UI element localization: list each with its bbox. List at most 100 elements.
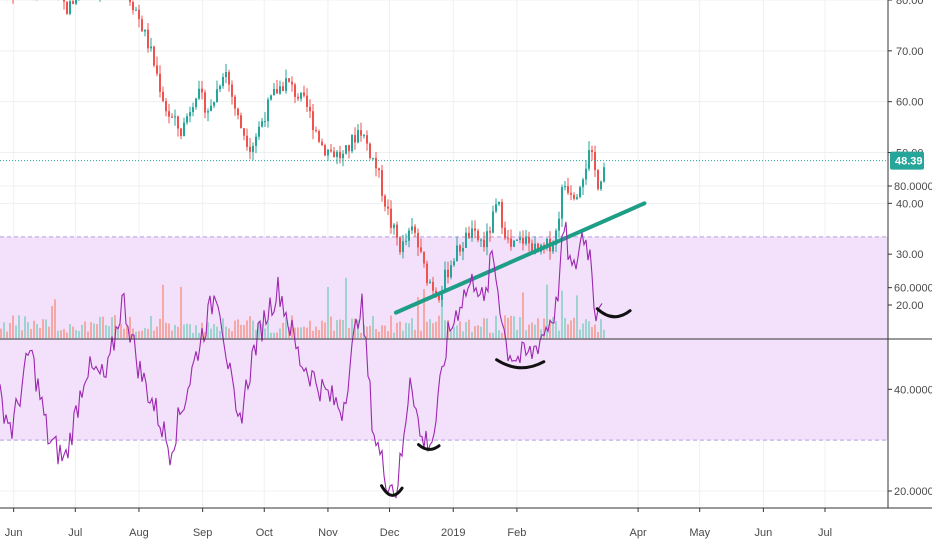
- candle-body: [597, 170, 599, 190]
- volume-bar: [285, 317, 287, 338]
- volume-bar: [282, 322, 284, 338]
- volume-bar: [117, 329, 119, 338]
- candle-body: [603, 167, 605, 182]
- candle-body: [504, 227, 506, 239]
- candle-body: [381, 170, 383, 196]
- volume-bar: [198, 332, 200, 338]
- candle-body: [459, 245, 461, 252]
- volume-bar: [195, 325, 197, 338]
- volume-bar: [51, 306, 53, 338]
- volume-bar: [486, 318, 488, 338]
- volume-bar: [570, 320, 572, 338]
- volume-bar: [516, 329, 518, 338]
- volume-bar: [345, 277, 347, 338]
- volume-bar: [462, 331, 464, 338]
- volume-bar: [576, 295, 578, 338]
- candle-body: [411, 226, 413, 231]
- candle-body: [432, 281, 434, 291]
- volume-bar: [33, 320, 35, 338]
- candle-body: [531, 243, 533, 254]
- candle-body: [168, 111, 170, 117]
- candle-body: [231, 84, 233, 97]
- candle-body: [576, 197, 578, 199]
- volume-bar: [210, 328, 212, 338]
- volume-bar: [165, 322, 167, 338]
- trendline-drawing: [393, 201, 647, 315]
- candle-body: [165, 101, 167, 112]
- candle-body: [300, 92, 302, 99]
- volume-bar: [162, 284, 164, 338]
- volume-bar: [372, 315, 374, 338]
- annotation-arc: [380, 484, 404, 497]
- volume-bar: [303, 326, 305, 338]
- volume-bar: [225, 326, 227, 338]
- volume-bar: [393, 332, 395, 338]
- volume-bar: [15, 325, 17, 338]
- volume-bar: [354, 318, 356, 338]
- candle-body: [162, 91, 164, 102]
- volume-bar: [264, 328, 266, 338]
- volume-bar: [102, 316, 104, 338]
- volume-bar: [450, 331, 452, 338]
- volume-bar: [153, 330, 155, 338]
- volume-bar: [441, 295, 443, 338]
- volume-bar: [255, 329, 257, 338]
- volume-bar: [381, 325, 383, 338]
- volume-bar: [237, 319, 239, 338]
- candle-body: [150, 46, 152, 49]
- volume-bar: [465, 322, 467, 338]
- candle-body: [420, 247, 422, 252]
- volume-bar: [114, 315, 116, 338]
- volume-bar: [480, 326, 482, 338]
- volume-bar: [573, 317, 575, 338]
- candle-body: [249, 146, 251, 152]
- volume-bar: [579, 329, 581, 338]
- volume-bar: [300, 327, 302, 338]
- volume-bar: [483, 318, 485, 338]
- volume-bar: [477, 325, 479, 338]
- volume-bar: [549, 319, 551, 338]
- candle-body: [519, 237, 521, 240]
- volume-bar: [21, 330, 23, 338]
- candle-body: [276, 88, 278, 94]
- volume-bar: [180, 286, 182, 338]
- candle-body: [372, 157, 374, 159]
- volume-bar: [513, 316, 515, 338]
- volume-bar: [504, 315, 506, 338]
- candle-body: [570, 192, 572, 195]
- volume-bar: [207, 322, 209, 338]
- candle-body: [534, 243, 536, 254]
- rsi-tick-label: 20.0000: [894, 486, 932, 498]
- volume-bar: [585, 319, 587, 338]
- volume-bar: [489, 332, 491, 338]
- candle-body: [393, 224, 395, 228]
- volume-bar: [90, 322, 92, 338]
- candle-body: [195, 98, 197, 108]
- volume-bar: [144, 327, 146, 338]
- volume-bar: [240, 324, 242, 338]
- time-tick-label: Dec: [380, 527, 400, 539]
- volume-bar: [36, 324, 38, 338]
- volume-bar: [72, 326, 74, 338]
- candle-body: [444, 269, 446, 291]
- volume-bar: [159, 318, 161, 338]
- volume-bar: [24, 316, 26, 338]
- candle-body: [516, 239, 518, 241]
- candle-body: [573, 194, 575, 199]
- volume-bar: [525, 330, 527, 338]
- candle-body: [357, 130, 359, 143]
- time-tick-label: Feb: [507, 527, 526, 539]
- volume-bar: [399, 321, 401, 338]
- price-tick-label: 70.00: [896, 46, 924, 58]
- candle-body: [399, 237, 401, 253]
- candle-body: [402, 241, 404, 253]
- candle-body: [555, 230, 557, 246]
- volume-bar: [543, 318, 545, 338]
- volume-bar: [384, 325, 386, 338]
- volume-bar: [177, 326, 179, 338]
- volume-bar: [597, 332, 599, 338]
- volume-bar: [405, 322, 407, 338]
- volume-bar: [87, 331, 89, 338]
- candle-body: [213, 102, 215, 106]
- candle-body: [186, 116, 188, 123]
